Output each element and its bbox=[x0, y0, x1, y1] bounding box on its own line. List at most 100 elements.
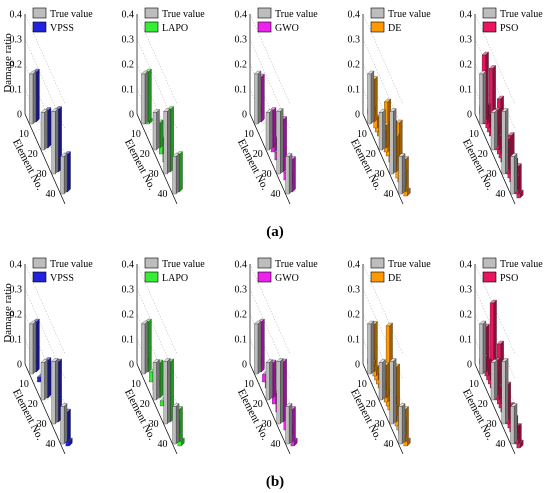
panel-1-sub-1-legend-true-label: True value bbox=[162, 259, 205, 270]
panel-1-sub-4-true-bar bbox=[501, 361, 506, 425]
panel-0-sub-3-ytick-label: 0 bbox=[355, 110, 360, 121]
panel-1-sub-4-xtick-label: 10 bbox=[469, 379, 479, 390]
panel-0-sub-0-true-bar-side bbox=[32, 70, 37, 125]
panel-0-sub-0-floor-grid bbox=[33, 126, 43, 135]
panel-1-sub-2-xtick-label: 10 bbox=[244, 379, 254, 390]
panel-0-sub-2-legend-true-label: True value bbox=[275, 9, 318, 20]
panel-1-sub-1-ytick-label: 0.4 bbox=[122, 260, 135, 271]
panel-0-sub-0-x-label: Element No. bbox=[10, 137, 46, 192]
panel-1-label: (b) bbox=[266, 474, 284, 490]
panel-0-sub-4-xtick-label: 30 bbox=[487, 169, 497, 180]
panel-0-sub-3-legend-true-label: True value bbox=[388, 9, 431, 20]
panel-0-sub-1-true-bar bbox=[172, 156, 177, 195]
panel-1-sub-0-est-bar-side bbox=[47, 357, 52, 399]
panel-1-sub-0-true-bar-side bbox=[44, 359, 48, 401]
panel-1-sub-2-ytick-label: 0.4 bbox=[235, 260, 248, 271]
panel-1-sub-4-ytick-label: 0.3 bbox=[460, 285, 473, 296]
panel-1-sub-0-est-bar bbox=[37, 376, 42, 383]
panel-1-sub-4-xtick-label: 40 bbox=[496, 439, 506, 450]
panel-0-sub-0-ytick-label: 0.1 bbox=[10, 85, 23, 96]
panel-0-sub-1-est-bar-side bbox=[179, 151, 183, 193]
panel-1-sub-0-true-bar bbox=[40, 362, 45, 401]
panel-0-sub-0-est-bar-side bbox=[67, 151, 71, 193]
panel-0-sub-1-legend-true-label: True value bbox=[162, 9, 205, 20]
panel-1-sub-1-est-bar-side bbox=[159, 359, 164, 399]
panel-1-sub-1-legend-method-label: LAPO bbox=[162, 273, 188, 284]
panel-0-sub-1-floor-grid bbox=[145, 126, 155, 135]
panel-1-sub-4-true-bar bbox=[490, 362, 495, 401]
panel-1-sub-2-true-bar-side bbox=[257, 320, 262, 375]
panel-0-sub-1-legend-true-swatch bbox=[144, 7, 159, 19]
panel-1-sub-2-est-bar-side bbox=[261, 318, 265, 373]
panel-1-sub-2-legend-method-swatch bbox=[257, 271, 272, 283]
panel-0-sub-2-true-bar bbox=[276, 111, 281, 175]
panel-0-sub-4-ytick-label: 0.3 bbox=[460, 35, 473, 46]
panel-1-sub-2-xtick-label: 40 bbox=[271, 439, 281, 450]
panel-0-sub-1-ytick-label: 0.3 bbox=[122, 35, 135, 46]
panel-1-sub-4-true-bar-side bbox=[505, 358, 509, 425]
panel-0-sub-4-ytick-label: 0.4 bbox=[460, 10, 473, 21]
panel-1-sub-0-est-bar-side bbox=[36, 318, 40, 373]
panel-0-sub-4-true-bar-side bbox=[505, 108, 509, 175]
panel-1-sub-4-true-bar bbox=[479, 323, 484, 375]
panel-0-sub-4-ytick-label: 0 bbox=[467, 110, 472, 121]
panel-0-sub-3-true-bar bbox=[389, 111, 394, 175]
panel-1-sub-1-x-axis bbox=[136, 363, 178, 455]
panel-1-sub-4-legend-method-swatch bbox=[482, 271, 497, 283]
panel-1-sub-2-legend-true-swatch bbox=[257, 257, 272, 269]
panel-1-sub-0-ytick-label: 0.2 bbox=[10, 310, 23, 321]
panel-1-sub-0-legend-true-label: True value bbox=[50, 259, 93, 270]
panel-0-sub-0-legend-true-label: True value bbox=[50, 9, 93, 20]
panel-0-sub-0-true-bar-side bbox=[44, 109, 48, 151]
panel-0-sub-3-true-bar-side bbox=[382, 109, 386, 151]
panel-0-sub-4-true-bar-side bbox=[494, 109, 498, 151]
panel-1-sub-1-est-bar-side bbox=[148, 318, 152, 373]
panel-1-sub-3-ytick-label: 0.1 bbox=[348, 335, 361, 346]
panel-1-sub-0-y-label: Damage ratio bbox=[2, 283, 14, 343]
panel-0-sub-3-xtick-label: 10 bbox=[357, 129, 367, 140]
panel-1-sub-2-xtick-label: 30 bbox=[262, 419, 272, 430]
panel-1-sub-4-legend-true-swatch bbox=[482, 257, 497, 269]
panel-0-sub-0-true-bar-side bbox=[55, 108, 59, 175]
panel-0-sub-3-true-bar-side bbox=[393, 108, 397, 175]
panel-1-sub-0-xtick-label: 20 bbox=[28, 399, 38, 410]
panel-0-sub-3-xtick-label: 30 bbox=[375, 169, 385, 180]
panel-1-sub-0-ytick-label: 0.3 bbox=[10, 285, 23, 296]
panel-0-sub-1-ytick-label: 0.2 bbox=[122, 60, 135, 71]
panel-0-sub-2-xtick-label: 10 bbox=[244, 129, 254, 140]
panel-1-sub-4-true-bar-side bbox=[513, 403, 518, 445]
panel-0-sub-1-xtick-label: 40 bbox=[158, 189, 168, 200]
panel-1-sub-4-ytick-label: 0.4 bbox=[460, 260, 473, 271]
panel-0-sub-3-legend-method-swatch bbox=[370, 21, 385, 33]
panel-0-sub-3-legend-true-swatch bbox=[370, 7, 385, 19]
panel-1-sub-0-x-axis bbox=[24, 363, 66, 455]
panel-0-sub-2-wall-grid bbox=[249, 38, 291, 130]
panel-0-sub-0-est-bar-side bbox=[47, 107, 52, 149]
panel-0-sub-0-xtick-label: 20 bbox=[28, 149, 38, 160]
panel-0-sub-3-ytick-label: 0.3 bbox=[348, 35, 361, 46]
panel-1-sub-4-legend-method-label: PSO bbox=[500, 273, 518, 284]
panel-0-sub-2-ytick-label: 0.3 bbox=[235, 35, 248, 46]
panel-1-sub-2-legend-true-label: True value bbox=[275, 259, 318, 270]
panel-1-sub-1-wall-grid bbox=[136, 263, 178, 355]
panel-1-sub-0-legend-method-swatch bbox=[32, 271, 47, 283]
panel-0-sub-4-true-bar bbox=[501, 111, 506, 175]
panel-0-sub-0-legend-method-label: VPSS bbox=[50, 23, 74, 34]
panel-1-sub-2-true-bar bbox=[276, 361, 281, 425]
panel-1-sub-3-ytick-label: 0 bbox=[355, 360, 360, 371]
panel-0-label: (a) bbox=[266, 224, 284, 240]
panel-0-sub-1-x-axis bbox=[136, 113, 178, 205]
panel-0-sub-1-ytick-label: 0.1 bbox=[122, 85, 135, 96]
panel-0-sub-1-ytick-label: 0.4 bbox=[122, 10, 135, 21]
panel-0-sub-4-true-bar-side bbox=[513, 153, 518, 195]
panel-0-sub-2-est-bar-side bbox=[272, 107, 277, 149]
panel-0-sub-2-legend-method-label: GWO bbox=[275, 23, 299, 34]
panel-1-sub-0-xtick-label: 10 bbox=[19, 379, 29, 390]
panel-1-sub-4-ytick-label: 0.2 bbox=[460, 310, 473, 321]
panel-0-sub-2-x-label: Element No. bbox=[235, 137, 271, 192]
panel-1-sub-3-legend-true-label: True value bbox=[388, 259, 431, 270]
